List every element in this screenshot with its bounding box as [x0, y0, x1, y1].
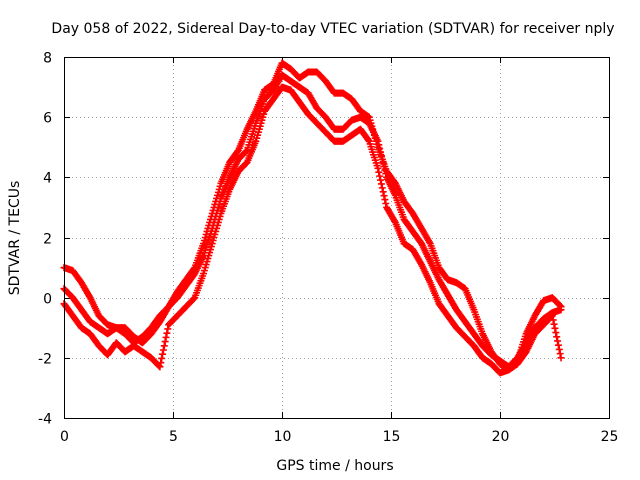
data-point [157, 359, 165, 367]
data-point [377, 176, 385, 184]
data-point [379, 188, 387, 196]
data-point [555, 345, 563, 353]
data-point [557, 306, 565, 314]
data-point [381, 196, 389, 204]
data-point [164, 325, 172, 333]
data-point [364, 136, 372, 144]
y-tick-label: -4 [38, 412, 52, 428]
data-point [159, 350, 167, 358]
y-tick-label: 4 [43, 171, 52, 187]
data-point [382, 200, 390, 208]
data-point [549, 316, 557, 324]
data-point [378, 155, 386, 163]
tick-layer: 0 5 10 15 20 25 -4 -2 0 2 4 6 8 [38, 51, 618, 446]
y-tick-label: 8 [43, 51, 52, 67]
x-tick-label: 10 [274, 429, 292, 445]
data-point [380, 192, 388, 200]
data-point [161, 338, 169, 346]
data-point [374, 164, 382, 172]
data-point [158, 354, 166, 362]
y-tick-label: -2 [38, 352, 52, 368]
data-point [379, 159, 387, 167]
series-track-3 [60, 83, 565, 377]
data-point [162, 333, 170, 341]
data-point [553, 333, 561, 341]
data-point [557, 354, 565, 362]
y-axis-label: SDTVAR / TECUs [7, 181, 23, 296]
grid-layer [64, 57, 609, 418]
data-point [377, 152, 385, 160]
data-point [160, 342, 168, 350]
data-point [382, 170, 390, 178]
data-point [376, 144, 384, 152]
data-point [425, 238, 433, 246]
x-tick-label: 0 [60, 429, 69, 445]
data-point [377, 180, 385, 188]
data-point [380, 163, 388, 171]
data-point [548, 312, 556, 320]
data-point [376, 172, 384, 180]
data-point [390, 217, 398, 225]
chart-title: Day 058 of 2022, Sidereal Day-to-day VTE… [51, 21, 614, 37]
data-point [378, 184, 386, 192]
data-point [163, 329, 171, 337]
data-point [377, 148, 385, 156]
y-tick-label: 6 [43, 111, 52, 127]
data-point [156, 363, 164, 371]
data-points-layer [60, 59, 565, 377]
data-point [554, 341, 562, 349]
x-tick-label: 5 [169, 429, 178, 445]
data-point [556, 350, 564, 358]
data-point [374, 137, 382, 145]
x-tick-label: 15 [383, 429, 401, 445]
y-tick-label: 0 [43, 292, 52, 308]
data-point [554, 337, 562, 345]
x-tick-label: 20 [492, 429, 510, 445]
data-point [551, 324, 559, 332]
data-point [552, 329, 560, 337]
data-point [159, 346, 167, 354]
data-point [381, 166, 389, 174]
x-tick-label: 25 [601, 429, 619, 445]
y-tick-label: 2 [43, 232, 52, 248]
plot-frame [64, 57, 610, 419]
data-point [375, 141, 383, 149]
data-point [550, 320, 558, 328]
x-axis-label: GPS time / hours [276, 458, 393, 474]
data-point [375, 168, 383, 176]
